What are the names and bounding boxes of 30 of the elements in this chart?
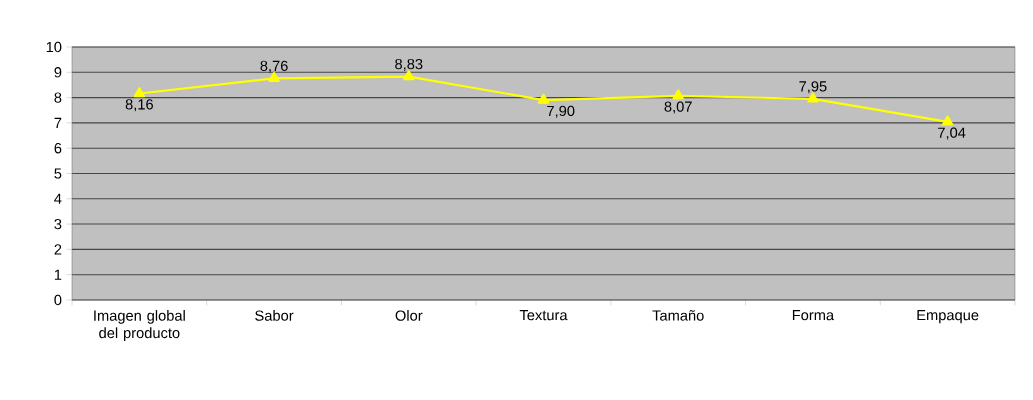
y-tick-label: 10 bbox=[46, 41, 62, 53]
data-label: 8,76 bbox=[260, 60, 288, 73]
y-tick-label: 7 bbox=[54, 117, 62, 128]
data-label: 7,95 bbox=[799, 81, 827, 94]
y-tick-label: 1 bbox=[54, 269, 62, 280]
point bbox=[941, 115, 954, 126]
x-tick-label: Empaque bbox=[917, 310, 979, 324]
point bbox=[133, 87, 146, 98]
x-tick-label: Sabor bbox=[255, 310, 294, 321]
y-tick-label: 3 bbox=[54, 218, 62, 230]
y-tick-label: 0 bbox=[54, 294, 62, 306]
y-tick-label: 6 bbox=[54, 143, 62, 154]
data-label: 8,07 bbox=[664, 101, 692, 114]
data-label: 7,90 bbox=[547, 105, 575, 118]
x-tick-label: Olor bbox=[395, 310, 423, 321]
data-label: 7,04 bbox=[938, 127, 966, 140]
point bbox=[537, 93, 550, 104]
y-tick-label: 2 bbox=[54, 244, 62, 255]
data-label: 8,83 bbox=[395, 58, 423, 71]
x-tick-label: Tamaño bbox=[652, 310, 704, 321]
point bbox=[403, 70, 415, 81]
y-tick-label: 4 bbox=[54, 193, 62, 204]
data-label: 8,16 bbox=[125, 99, 153, 112]
y-tick-label: 5 bbox=[54, 168, 62, 179]
x-tick-label: Forma bbox=[792, 310, 835, 321]
x-tick-label: Imagen global del producto bbox=[94, 310, 185, 342]
y-tick-label: 9 bbox=[54, 67, 62, 78]
x-tick-label: Textura bbox=[519, 310, 568, 321]
y-tick-label: 8 bbox=[54, 92, 62, 103]
point bbox=[672, 89, 684, 100]
